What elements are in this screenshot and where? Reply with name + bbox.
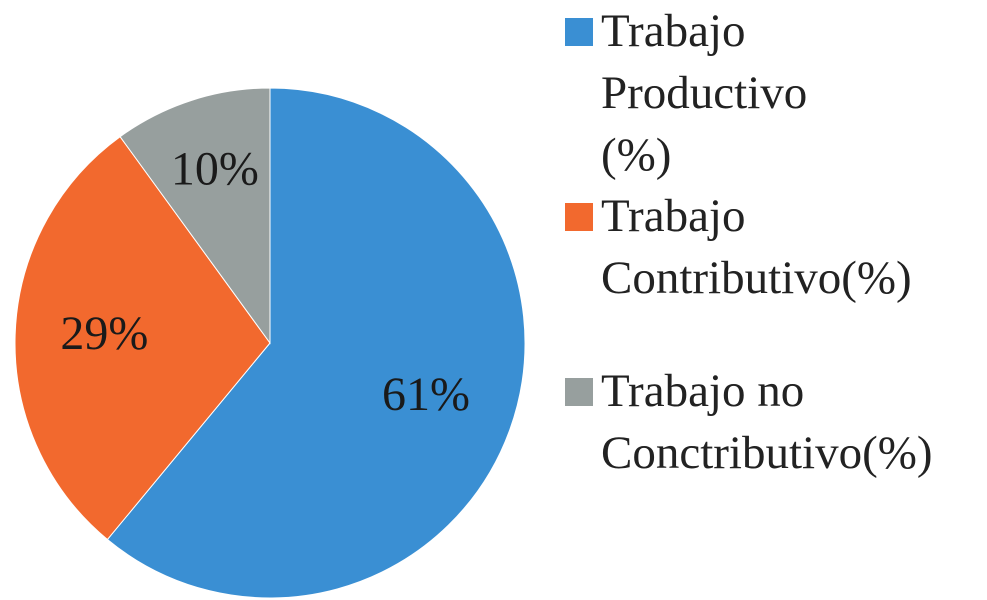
legend-label: Trabajo Contributivo(%) bbox=[601, 190, 912, 304]
pie-slice bbox=[106, 87, 526, 599]
pie-slice bbox=[119, 87, 271, 345]
data-label: 29% bbox=[60, 307, 148, 360]
legend-label: Trabajo Productivo (%) bbox=[601, 5, 808, 181]
pie-slice bbox=[14, 136, 271, 541]
legend-swatch bbox=[565, 203, 593, 231]
legend-label: Trabajo no Conctributivo(%) bbox=[601, 365, 933, 479]
legend-swatch bbox=[565, 18, 593, 46]
data-label: 10% bbox=[171, 142, 259, 195]
legend-swatch bbox=[565, 378, 593, 406]
data-label: 61% bbox=[382, 368, 470, 421]
